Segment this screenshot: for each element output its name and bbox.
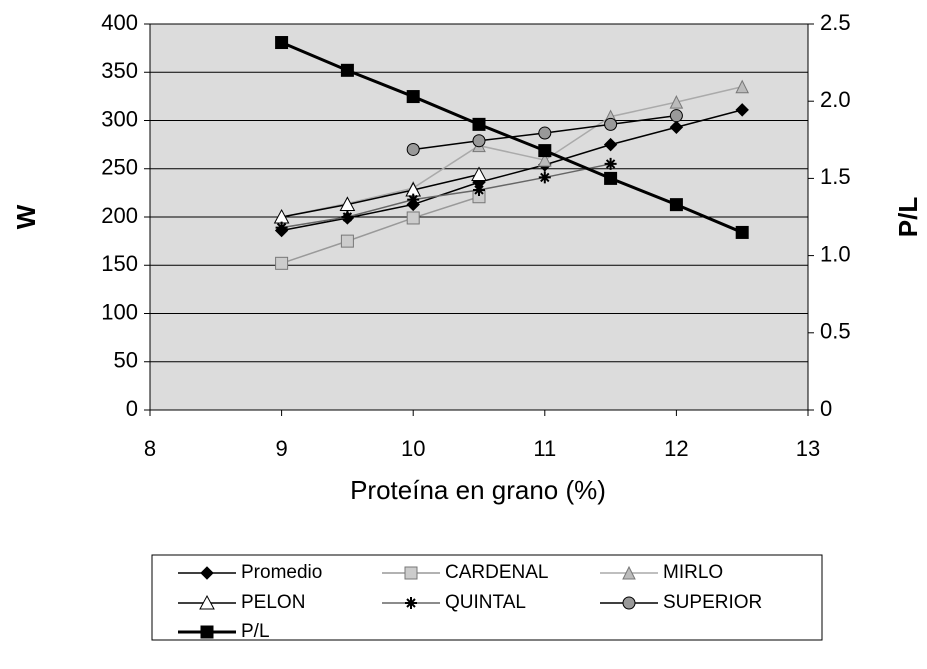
x-tick-label: 8 — [144, 436, 156, 461]
marker — [622, 596, 636, 610]
marker — [669, 109, 683, 123]
marker — [406, 142, 420, 156]
marker — [406, 90, 420, 104]
legend-label: SUPERIOR — [663, 592, 762, 613]
legend-label: Promedio — [241, 562, 322, 583]
marker — [604, 117, 618, 131]
y2-tick-label: 2.0 — [820, 87, 851, 112]
y-tick-label: 0 — [126, 396, 138, 421]
x-tick-label: 13 — [796, 436, 820, 461]
series-line — [281, 109, 743, 232]
y2-axis-title: P/L — [893, 197, 923, 238]
marker — [537, 152, 552, 167]
marker — [604, 157, 617, 170]
series-line — [281, 173, 480, 218]
legend-label: PELON — [241, 592, 305, 613]
y-tick-label: 300 — [101, 106, 138, 131]
marker — [200, 625, 214, 639]
marker — [669, 198, 683, 212]
y2-tick-label: 0 — [820, 396, 832, 421]
marker — [340, 63, 354, 77]
marker — [472, 117, 486, 131]
x-tick-label: 10 — [401, 436, 425, 461]
series-line — [281, 196, 480, 265]
legend-label: MIRLO — [663, 562, 723, 583]
marker — [404, 566, 418, 580]
marker — [735, 103, 749, 117]
marker — [604, 171, 618, 185]
marker — [275, 221, 288, 234]
y2-tick-label: 2.5 — [820, 10, 851, 35]
y-tick-label: 200 — [101, 203, 138, 228]
marker — [735, 225, 749, 239]
x-tick-label: 12 — [664, 436, 688, 461]
marker — [735, 79, 750, 94]
marker — [405, 597, 417, 609]
x-tick-label: 11 — [533, 436, 556, 461]
marker — [406, 211, 420, 225]
marker — [603, 137, 618, 152]
marker — [538, 171, 551, 184]
marker — [622, 565, 636, 580]
series-line — [281, 41, 743, 234]
y-tick-label: 100 — [101, 299, 138, 324]
series-line — [281, 85, 743, 218]
marker — [340, 234, 354, 248]
marker — [669, 95, 684, 109]
y-axis-title: W — [11, 204, 41, 229]
y2-tick-label: 1.0 — [820, 241, 851, 266]
marker — [471, 166, 487, 182]
y2-tick-label: 0.5 — [820, 319, 851, 344]
marker — [200, 566, 214, 580]
legend-label: QUINTAL — [445, 592, 526, 613]
legend-label: P/L — [241, 621, 270, 642]
y2-tick-label: 1.5 — [820, 164, 851, 189]
marker — [472, 134, 486, 148]
marker — [407, 193, 420, 206]
y-tick-label: 400 — [101, 10, 138, 35]
marker — [199, 594, 215, 610]
y-tick-label: 150 — [101, 251, 138, 276]
legend-label: CARDENAL — [445, 562, 548, 583]
legend-box — [151, 554, 823, 641]
marker — [538, 126, 552, 140]
y-tick-label: 50 — [114, 348, 138, 373]
marker — [275, 256, 289, 270]
y-tick-label: 350 — [101, 58, 138, 83]
marker — [538, 144, 552, 158]
series-line — [281, 163, 611, 229]
x-axis-title: Proteína en grano (%) — [350, 475, 606, 505]
marker — [339, 196, 356, 211]
marker — [473, 183, 485, 196]
marker — [275, 36, 289, 50]
marker — [341, 211, 354, 223]
x-tick-label: 9 — [275, 436, 287, 461]
y-tick-label: 250 — [101, 155, 138, 180]
marker — [669, 120, 684, 134]
